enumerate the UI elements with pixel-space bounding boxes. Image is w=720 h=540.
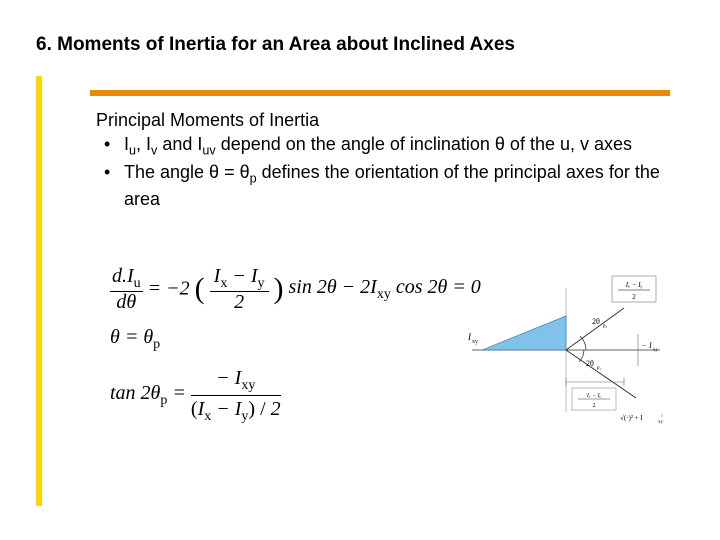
equation-2: θ = θp (110, 326, 481, 353)
equation-1: d.Iu dθ = −2 ( Ix − Iy 2 ) sin 2θ − 2Ixy… (110, 266, 481, 312)
content-block: Principal Moments of Inertia Iu, Iv and … (96, 110, 680, 212)
svg-text:−: − (642, 341, 647, 350)
principal-axes-diagram: I xy Iₓ − Iᵧ 2 2θ p₂ 2θ p₁ − I xy Iₓ − I… (466, 270, 666, 430)
equation-3: tan 2θp = − Ixy (Ix − Iy) / 2 (110, 367, 481, 425)
svg-text:I: I (648, 341, 652, 350)
svg-text:2θ: 2θ (592, 317, 600, 326)
svg-text:xy: xy (653, 348, 659, 353)
svg-text:2θ: 2θ (586, 359, 594, 368)
svg-text:p₁: p₁ (597, 366, 602, 371)
bullet-item: Iu, Iv and Iuv depend on the angle of in… (104, 133, 680, 159)
accent-bar-horizontal (90, 90, 670, 96)
svg-text:xy: xy (472, 339, 478, 345)
svg-text:xy: xy (658, 420, 664, 425)
svg-text:2: 2 (632, 293, 636, 301)
page-title: 6. Moments of Inertia for an Area about … (36, 34, 684, 56)
svg-text:p₂: p₂ (603, 324, 608, 329)
accent-bar-vertical (36, 76, 42, 506)
equations-block: d.Iu dθ = −2 ( Ix − Iy 2 ) sin 2θ − 2Ixy… (110, 266, 481, 439)
section-subhead: Principal Moments of Inertia (96, 110, 680, 131)
bullet-list: Iu, Iv and Iuv depend on the angle of in… (96, 133, 680, 210)
svg-text:Iₓ − Iᵧ: Iₓ − Iᵧ (625, 281, 643, 289)
bullet-item: The angle θ = θp defines the orientation… (104, 161, 680, 210)
svg-text:√(·)² + I: √(·)² + I (620, 414, 643, 422)
svg-text:2: 2 (593, 403, 596, 409)
svg-text:Iₓ − Iᵧ: Iₓ − Iᵧ (586, 393, 602, 399)
